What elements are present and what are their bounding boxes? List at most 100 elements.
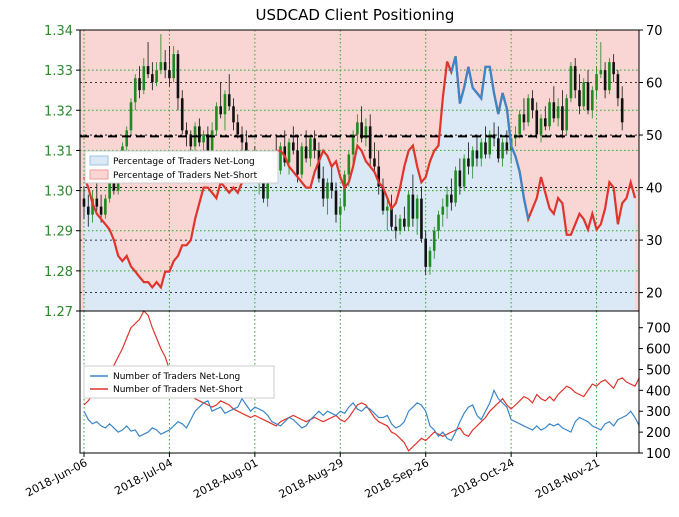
count-tick-label-4: 300 xyxy=(646,405,671,420)
candle-body xyxy=(206,134,210,155)
candle-91 xyxy=(471,146,474,179)
candle-body xyxy=(535,110,539,135)
candle-body xyxy=(522,114,526,123)
candle-body xyxy=(227,94,231,107)
candle-body xyxy=(356,122,359,135)
candle-102 xyxy=(518,110,521,139)
candle-48 xyxy=(287,138,291,175)
candle-body xyxy=(578,90,581,107)
candle-body xyxy=(518,114,521,135)
bottom-legend-box xyxy=(83,365,275,399)
right-tick-label-5: 20 xyxy=(646,287,663,302)
candle-body xyxy=(407,194,410,227)
net-short-legend-label: Percentage of Traders Net-Short xyxy=(113,171,258,181)
candle-123 xyxy=(608,58,611,95)
top-legend: Percentage of Traders Net-Long Percentag… xyxy=(84,150,279,184)
candle-body xyxy=(565,98,568,131)
candle-2 xyxy=(91,190,94,223)
candle-36 xyxy=(236,114,240,139)
candle-body xyxy=(95,198,99,207)
count-tick-label-2: 500 xyxy=(646,363,671,378)
candle-57 xyxy=(326,178,329,215)
candle-16 xyxy=(151,62,154,91)
candle-107 xyxy=(539,114,543,143)
bottom-legend: Number of Traders Net-Long Number of Tra… xyxy=(83,365,275,399)
top-legend-box xyxy=(84,150,279,184)
candle-79 xyxy=(420,186,423,243)
candle-body xyxy=(198,126,201,143)
candle-body xyxy=(544,118,547,127)
candle-37 xyxy=(240,126,244,151)
candle-32 xyxy=(219,82,222,119)
net-long-legend-swatch xyxy=(89,155,109,166)
candle-body xyxy=(172,54,175,79)
candle-body xyxy=(189,134,193,147)
candle-98 xyxy=(501,138,504,167)
date-tick-label-0: 2018-Jun-06 xyxy=(23,456,89,499)
candle-body xyxy=(321,178,325,199)
candle-85 xyxy=(445,186,449,219)
candle-88 xyxy=(458,158,462,195)
candle-66 xyxy=(364,118,368,147)
candle-117 xyxy=(582,78,586,111)
candle-body xyxy=(411,194,415,219)
candle-body xyxy=(552,102,556,119)
candle-72 xyxy=(390,194,393,231)
right-tick-label-1: 60 xyxy=(646,77,663,92)
right-tick-label-2: 50 xyxy=(646,129,663,144)
net-long-fill-area xyxy=(84,56,635,311)
candle-body xyxy=(232,106,235,123)
price-candlesticks xyxy=(82,34,624,275)
candle-body xyxy=(364,126,368,139)
candle-49 xyxy=(291,126,295,155)
candle-body xyxy=(86,206,90,215)
candle-body xyxy=(471,150,474,167)
candle-125 xyxy=(616,70,620,107)
right-tick-label-4: 30 xyxy=(646,234,663,249)
candle-body xyxy=(548,102,551,127)
candle-body xyxy=(215,106,218,131)
candle-body xyxy=(467,158,470,167)
candle-body xyxy=(279,146,282,171)
candle-body xyxy=(428,250,432,267)
candle-body xyxy=(163,62,167,71)
candle-34 xyxy=(227,74,231,111)
candle-body xyxy=(385,206,389,211)
candle-18 xyxy=(159,34,163,75)
candle-119 xyxy=(590,86,594,119)
candle-body xyxy=(304,146,308,159)
candle-93 xyxy=(479,138,483,167)
left-tick-label-6: 1.28 xyxy=(44,265,73,280)
candle-body xyxy=(381,186,385,211)
candle-53 xyxy=(309,134,312,167)
candle-body xyxy=(330,182,334,191)
net-long-legend-label: Percentage of Traders Net-Long xyxy=(113,157,255,167)
candle-67 xyxy=(368,114,372,167)
candle-108 xyxy=(544,106,547,131)
candle-58 xyxy=(330,166,334,199)
candle-74 xyxy=(398,214,402,235)
candle-81 xyxy=(428,246,432,275)
candle-body xyxy=(484,142,487,155)
candle-84 xyxy=(441,198,445,227)
candle-76 xyxy=(407,190,410,231)
left-tick-label-5: 1.29 xyxy=(44,225,73,240)
candle-10 xyxy=(125,126,129,151)
price-axis-left: 1.34 1.33 1.32 1.31 1.30 1.29 1.28 1.27 xyxy=(44,24,80,320)
candle-body xyxy=(159,62,163,71)
candle-body xyxy=(420,198,423,239)
candle-110 xyxy=(552,86,556,123)
candle-body xyxy=(300,146,304,175)
candle-116 xyxy=(578,74,581,115)
candle-60 xyxy=(338,198,342,231)
candle-body xyxy=(445,194,449,207)
candle-body xyxy=(125,130,129,147)
candle-body xyxy=(437,214,440,231)
candle-95 xyxy=(488,130,492,159)
candle-body xyxy=(202,134,205,143)
candle-94 xyxy=(484,126,487,159)
candle-120 xyxy=(595,66,598,99)
candle-20 xyxy=(168,46,171,87)
net-long-count-legend-label: Number of Traders Net-Long xyxy=(113,372,240,382)
